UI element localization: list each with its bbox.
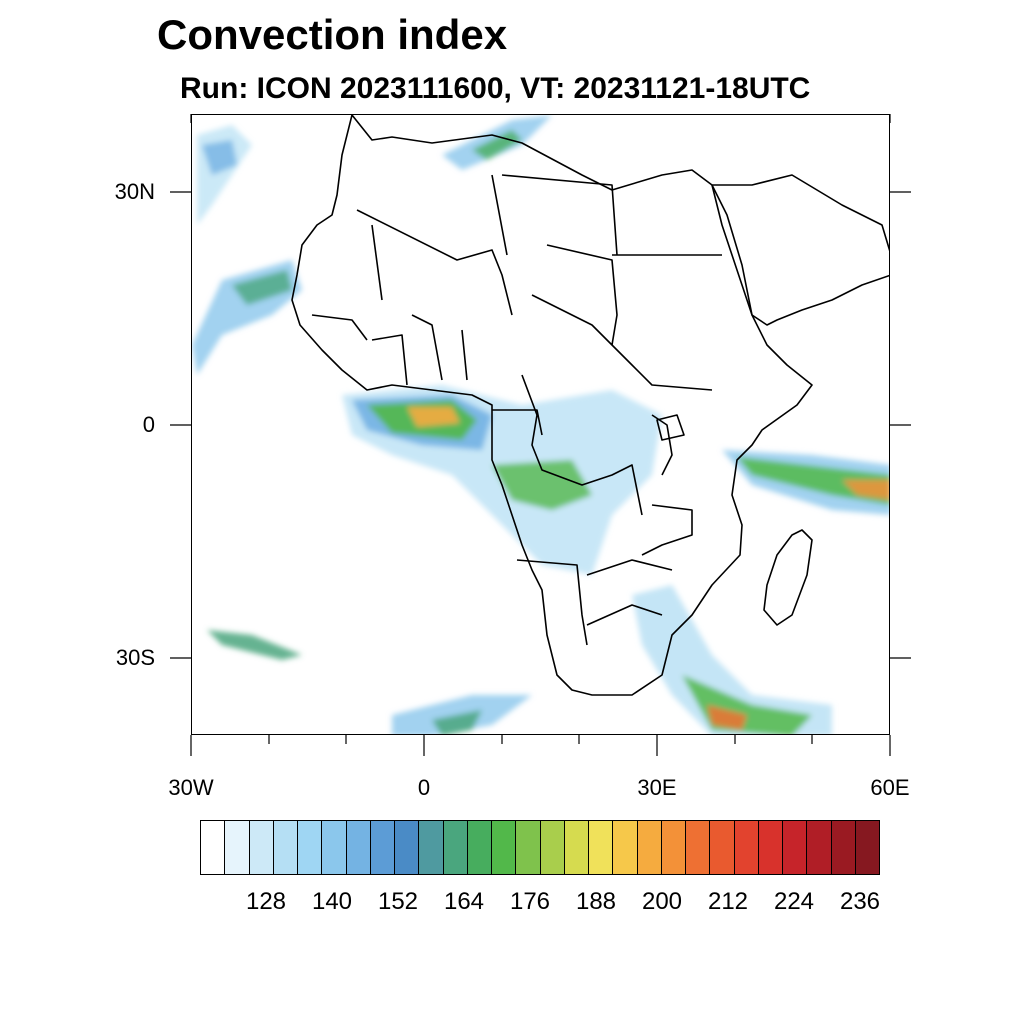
- colorbar-box: [783, 821, 808, 874]
- lake-victoria: [656, 414, 685, 441]
- country-border: [371, 334, 408, 386]
- country-border: [311, 314, 368, 341]
- coastlines-and-borders: [291, 115, 889, 696]
- country-border: [356, 209, 513, 316]
- colorbar-box: [540, 821, 565, 874]
- colorbar-box: [516, 821, 541, 874]
- map-subtitle: Run: ICON 2023111600, VT: 20231121-18UTC: [180, 72, 811, 105]
- country-border: [492, 409, 543, 436]
- colorbar-box: [686, 821, 711, 874]
- convection-area: [707, 705, 747, 730]
- colorbar-box: [589, 821, 614, 874]
- colorbar-box: [710, 821, 735, 874]
- colorbar-box: [370, 821, 395, 874]
- colorbar-box: [419, 821, 444, 874]
- colorbar-box: [807, 821, 832, 874]
- lon-label-0: 0: [417, 775, 431, 800]
- colorbar-label: 188: [575, 888, 617, 915]
- africa-coastline: [291, 115, 813, 696]
- map-title: Convection index: [157, 11, 508, 58]
- colorbar-label: 236: [839, 888, 881, 915]
- country-border: [586, 604, 663, 626]
- colorbar-label: 128: [245, 888, 287, 915]
- colorbar-box: [249, 821, 274, 874]
- country-border: [371, 224, 383, 301]
- country-border: [586, 559, 673, 576]
- colorbar-box: [492, 821, 517, 874]
- convection-area: [472, 130, 522, 160]
- convection-area: [197, 125, 252, 225]
- country-border: [491, 174, 508, 256]
- country-border: [531, 294, 713, 391]
- colorbar-box: [758, 821, 783, 874]
- convection-area: [492, 460, 592, 510]
- convection-area: [737, 457, 889, 505]
- lat-label-0: 0: [142, 412, 155, 437]
- colorbar-box: [637, 821, 662, 874]
- colorbar-label: 164: [443, 888, 485, 915]
- map-canvas: [192, 115, 889, 734]
- colorbar-box: [855, 821, 879, 874]
- colorbar-box: [661, 821, 686, 874]
- convection-area: [407, 407, 460, 427]
- convection-area: [432, 710, 482, 734]
- country-border: [501, 174, 618, 256]
- convection-area: [842, 480, 889, 500]
- country-border: [516, 559, 588, 646]
- map-panel[interactable]: [191, 114, 890, 735]
- colorbar-label: 152: [377, 888, 419, 915]
- convection-area: [232, 270, 292, 305]
- colorbar-box: [831, 821, 856, 874]
- country-border: [461, 329, 468, 381]
- colorbar-label: 140: [311, 888, 353, 915]
- convection-field: [192, 115, 889, 734]
- colorbar-box: [443, 821, 468, 874]
- lon-label-60e: 60E: [870, 775, 910, 800]
- convection-area: [202, 140, 237, 175]
- colorbar-box: [225, 821, 250, 874]
- colorbar-label: 200: [641, 888, 683, 915]
- lat-label-30n: 30N: [114, 179, 155, 204]
- country-border: [546, 244, 618, 346]
- colorbar-box: [613, 821, 638, 874]
- lon-label-30w: 30W: [168, 775, 214, 800]
- colorbar-box: [201, 821, 226, 874]
- colorbar-box: [467, 821, 492, 874]
- colorbar-box: [395, 821, 420, 874]
- colorbar: [200, 820, 880, 875]
- colorbar-label: 176: [509, 888, 551, 915]
- madagascar-coastline: [763, 529, 813, 626]
- colorbar-box: [273, 821, 298, 874]
- lat-label-30s: 30S: [115, 645, 155, 670]
- country-border: [411, 314, 443, 381]
- colorbar-box: [322, 821, 347, 874]
- convection-area: [207, 630, 302, 660]
- colorbar-label: 224: [773, 888, 815, 915]
- colorbar-box: [298, 821, 323, 874]
- colorbar-box: [564, 821, 589, 874]
- arabia-coastline: [711, 174, 889, 326]
- convection-area: [632, 585, 832, 734]
- colorbar-box: [346, 821, 371, 874]
- country-border: [521, 374, 643, 516]
- colorbar-box: [734, 821, 759, 874]
- country-border: [641, 504, 693, 556]
- colorbar-label: 212: [707, 888, 749, 915]
- lon-label-30e: 30E: [637, 775, 677, 800]
